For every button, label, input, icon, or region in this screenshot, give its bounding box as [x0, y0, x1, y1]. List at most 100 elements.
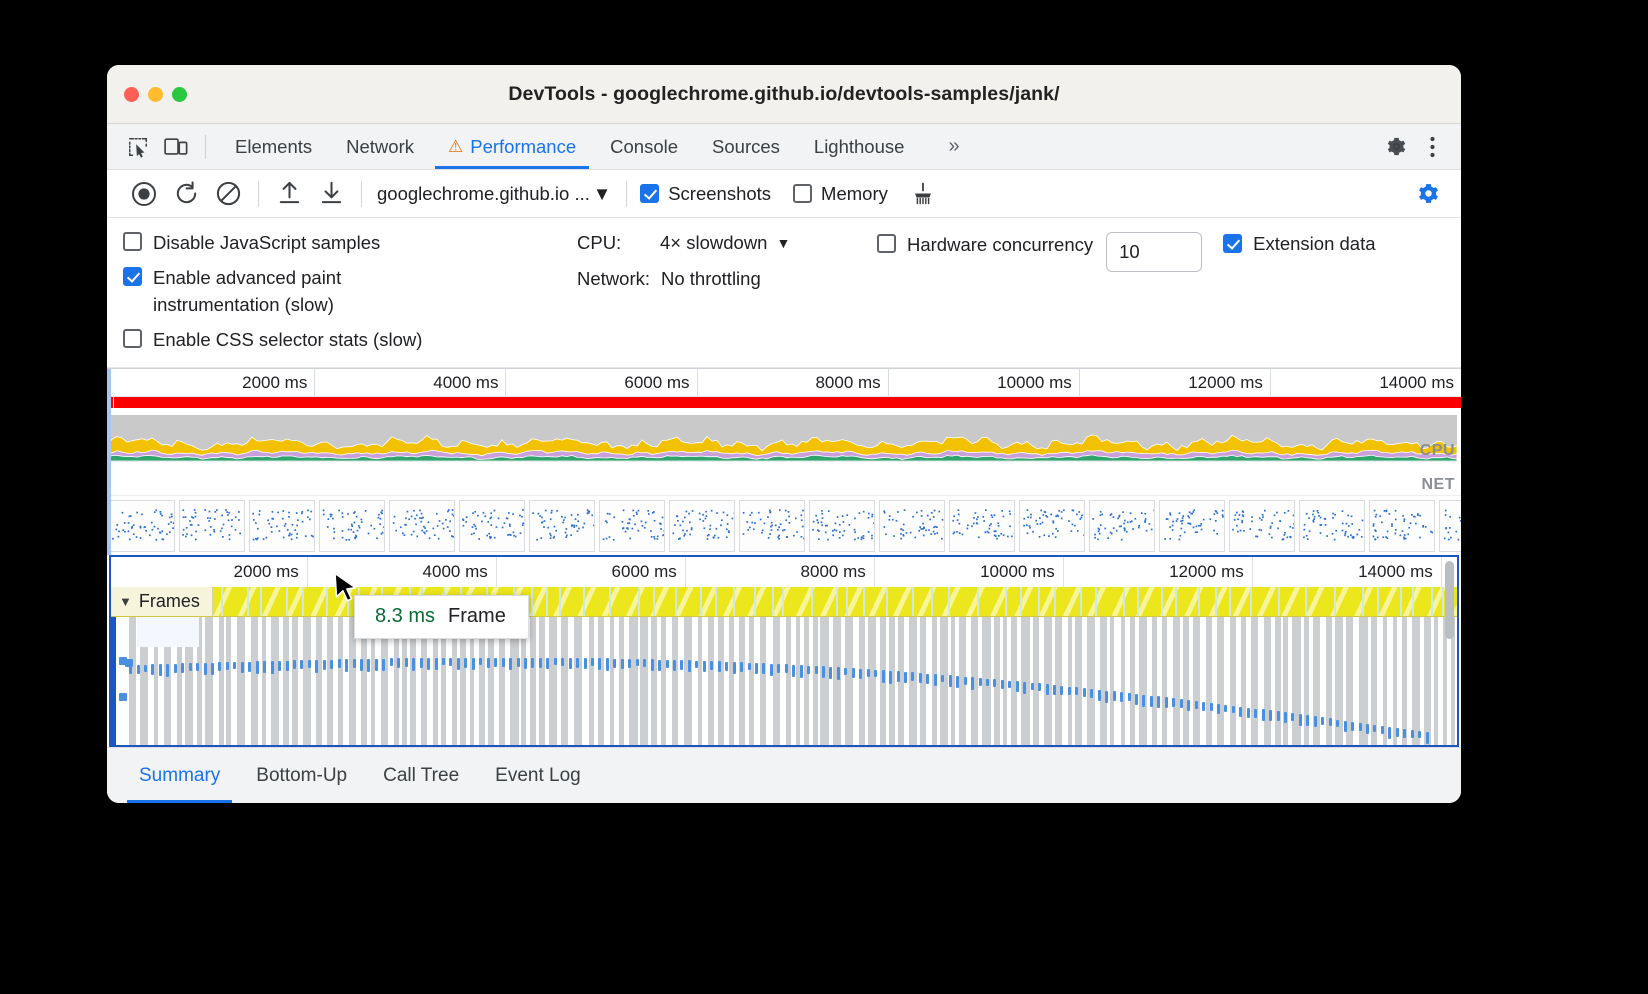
frame-bar[interactable] — [897, 617, 905, 745]
filmstrip-thumbnail[interactable] — [249, 500, 315, 553]
advanced-paint-checkbox[interactable]: Enable advanced paint instrumentation (s… — [123, 265, 577, 318]
frame-bar[interactable] — [748, 617, 755, 745]
tab-bottom-up[interactable]: Bottom-Up — [238, 748, 365, 803]
frame-bar[interactable] — [1193, 617, 1200, 745]
frame-bar[interactable] — [1120, 617, 1126, 745]
filmstrip-thumbnail[interactable] — [109, 500, 175, 553]
frame-bar[interactable] — [163, 617, 172, 745]
frame-bar[interactable] — [683, 617, 692, 745]
frame-bar[interactable] — [205, 617, 214, 745]
frame-bar[interactable] — [499, 617, 506, 745]
frame-bar[interactable] — [226, 617, 232, 745]
hardware-concurrency-input[interactable]: 10 — [1106, 232, 1203, 272]
frame-bar[interactable] — [1370, 617, 1378, 745]
filmstrip-thumbnail[interactable] — [529, 500, 595, 553]
frame-bar[interactable] — [1217, 617, 1224, 745]
frame-bar[interactable] — [451, 617, 457, 745]
frame-bar[interactable] — [1067, 617, 1073, 745]
filmstrip-thumbnail[interactable] — [1089, 500, 1155, 553]
frame-bar[interactable] — [370, 617, 376, 745]
frame-bar[interactable] — [1251, 617, 1259, 745]
frame-bar[interactable] — [628, 617, 638, 745]
frame-bar[interactable] — [478, 617, 485, 745]
tab-sources[interactable]: Sources — [695, 124, 797, 169]
frame-bar[interactable] — [432, 617, 439, 745]
frame-bar[interactable] — [129, 617, 137, 745]
tab-summary[interactable]: Summary — [121, 748, 238, 803]
frame-bar[interactable] — [573, 617, 583, 745]
frames-track[interactable]: ▼ Frames — [111, 587, 1457, 618]
download-profile-icon[interactable] — [310, 177, 352, 211]
filmstrip-thumbnail[interactable] — [179, 500, 245, 553]
filmstrip-thumbnail[interactable] — [879, 500, 945, 553]
frame-bar[interactable] — [1129, 617, 1136, 745]
reload-record-icon[interactable] — [165, 177, 207, 211]
filmstrip-thumbnail[interactable] — [1439, 500, 1461, 553]
frame-bar[interactable] — [1424, 617, 1431, 745]
tab-event-log[interactable]: Event Log — [477, 748, 599, 803]
frame-bar[interactable] — [640, 617, 648, 745]
frames-bars-area[interactable] — [111, 617, 1457, 745]
frame-bar[interactable] — [867, 617, 877, 745]
frame-bar[interactable] — [176, 617, 182, 745]
filmstrip-thumbnail[interactable] — [1369, 500, 1435, 553]
frame-bar[interactable] — [1401, 617, 1408, 745]
frame-bar[interactable] — [1162, 617, 1168, 745]
frame-bar[interactable] — [1054, 617, 1062, 745]
frame-bar[interactable] — [521, 617, 527, 745]
frame-bar[interactable] — [970, 617, 978, 745]
filmstrip-thumbnail[interactable] — [669, 500, 735, 553]
frame-bar[interactable] — [1074, 617, 1082, 745]
frame-bar[interactable] — [1002, 617, 1008, 745]
frame-bar[interactable] — [261, 617, 267, 745]
frame-bar[interactable] — [548, 617, 558, 745]
frame-bar[interactable] — [529, 617, 536, 745]
filmstrip-thumbnail[interactable] — [319, 500, 385, 553]
frame-bar[interactable] — [1183, 617, 1190, 745]
memory-checkbox[interactable]: Memory — [793, 183, 888, 205]
frame-bar[interactable] — [1345, 617, 1354, 745]
frame-bar[interactable] — [803, 617, 810, 745]
frame-bar[interactable] — [409, 617, 416, 745]
filmstrip-thumbnail[interactable] — [599, 500, 665, 553]
frame-bar[interactable] — [739, 617, 745, 745]
frame-bar[interactable] — [1043, 617, 1052, 745]
frame-bar[interactable] — [951, 617, 956, 745]
frame-bar[interactable] — [1010, 617, 1018, 745]
frame-bar[interactable] — [760, 617, 767, 745]
disable-js-samples-checkbox[interactable]: Disable JavaScript samples — [123, 230, 577, 256]
zoom-window-button[interactable] — [172, 86, 187, 102]
frame-bar[interactable] — [813, 617, 818, 745]
frame-bar[interactable] — [588, 617, 594, 745]
frame-bar[interactable] — [327, 617, 334, 745]
frame-bar[interactable] — [920, 617, 926, 745]
frame-bar[interactable] — [250, 617, 258, 745]
frame-bar[interactable] — [270, 617, 280, 745]
frames-track-header[interactable]: ▼ Frames — [111, 587, 213, 617]
frame-bar[interactable] — [1020, 617, 1030, 745]
frame-bar[interactable] — [469, 617, 474, 745]
frame-bar[interactable] — [708, 617, 715, 745]
frame-bar[interactable] — [1335, 617, 1343, 745]
frame-bar[interactable] — [381, 617, 389, 745]
frame-bar[interactable] — [1110, 617, 1115, 745]
frame-bar[interactable] — [660, 617, 667, 745]
minimize-window-button[interactable] — [148, 86, 163, 102]
frame-bar[interactable] — [420, 617, 427, 745]
screenshots-checkbox[interactable]: Screenshots — [640, 183, 771, 205]
frame-bar[interactable] — [1292, 617, 1302, 745]
frame-bar[interactable] — [315, 617, 323, 745]
frame-bar[interactable] — [785, 617, 792, 745]
more-panels-button[interactable]: » — [921, 124, 986, 169]
tab-elements[interactable]: Elements — [218, 124, 329, 169]
frame-bar[interactable] — [820, 617, 830, 745]
frame-bar[interactable] — [1303, 617, 1310, 745]
filmstrip-thumbnail[interactable] — [1159, 500, 1225, 553]
frame-bar[interactable] — [1139, 617, 1148, 745]
frame-bar[interactable] — [1312, 617, 1321, 745]
frame-bar[interactable] — [1412, 617, 1421, 745]
frame-bar[interactable] — [487, 617, 494, 745]
frame-bar[interactable] — [1032, 617, 1040, 745]
frame-bar[interactable] — [651, 617, 658, 745]
frame-bar[interactable] — [908, 617, 918, 745]
